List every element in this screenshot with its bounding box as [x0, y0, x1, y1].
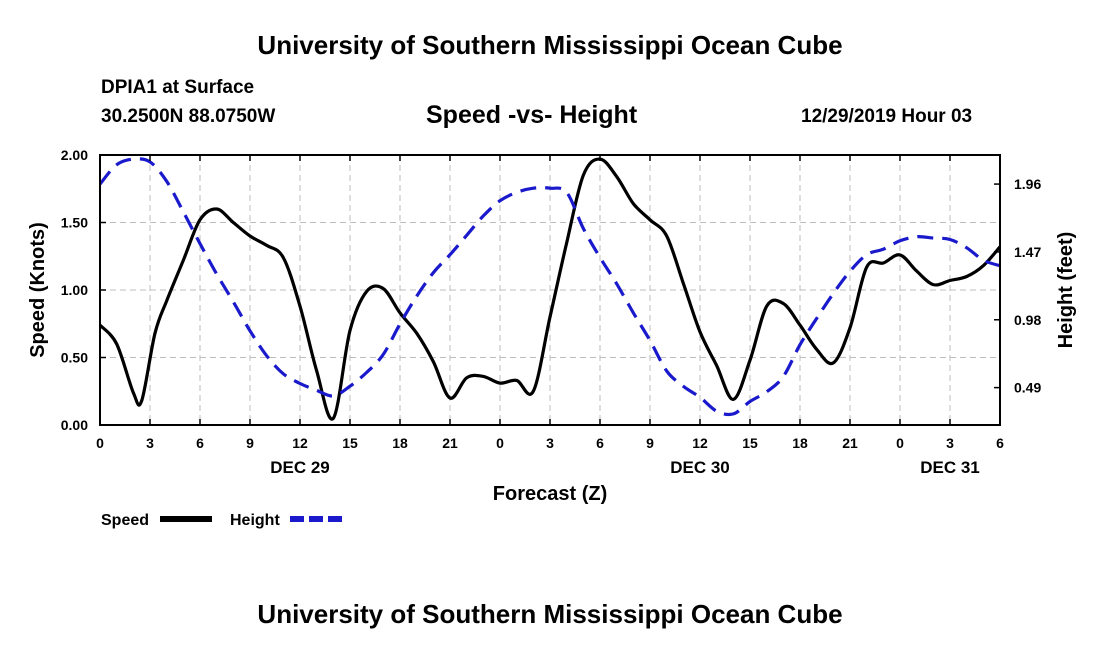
footer-title: University of Southern Mississippi Ocean…: [257, 599, 843, 629]
station-label: DPIA1 at Surface: [101, 77, 255, 98]
x-tick-label: 18: [792, 435, 808, 451]
forecast-run-time: 12/29/2019 Hour 03: [801, 106, 973, 127]
legend: Speed Height: [101, 512, 342, 529]
page-title: University of Southern Mississippi Ocean…: [257, 30, 843, 60]
day-label: DEC 30: [670, 458, 730, 477]
x-tick-label: 3: [146, 435, 154, 451]
y-axis-right-title: Height (feet): [1055, 232, 1077, 349]
y2-tick-label: 1.96: [1014, 176, 1041, 192]
x-tick-label: 6: [196, 435, 204, 451]
legend-label-speed: Speed: [101, 512, 149, 529]
y-tick-label: 0.00: [61, 417, 88, 433]
y-tick-label: 0.50: [61, 350, 88, 366]
x-tick-label: 21: [842, 435, 858, 451]
x-tick-label: 18: [392, 435, 408, 451]
x-tick-label: 12: [692, 435, 708, 451]
y2-tick-label: 0.49: [1014, 380, 1041, 396]
x-tick-label: 9: [646, 435, 654, 451]
chart-title: Speed -vs- Height: [426, 101, 638, 129]
x-tick-label: 15: [342, 435, 358, 451]
x-tick-label: 0: [96, 435, 104, 451]
x-tick-label: 12: [292, 435, 308, 451]
day-label: DEC 29: [270, 458, 330, 477]
station-coordinates: 30.2500N 88.0750W: [101, 106, 276, 127]
legend-label-height: Height: [230, 512, 280, 529]
x-axis-title: Forecast (Z): [493, 483, 607, 505]
x-tick-label: 9: [246, 435, 254, 451]
x-tick-label: 6: [996, 435, 1004, 451]
grid-lines: [99, 155, 1001, 425]
y-tick-label: 2.00: [61, 147, 88, 163]
speed-series-line: [100, 157, 1000, 421]
x-tick-label: 21: [442, 435, 458, 451]
y-tick-label: 1.50: [61, 215, 88, 231]
y2-tick-label: 0.98: [1014, 312, 1041, 328]
day-label: DEC 31: [920, 458, 980, 477]
x-tick-label: 3: [946, 435, 954, 451]
x-tick-label: 0: [896, 435, 904, 451]
series-lines: [100, 157, 1000, 421]
x-tick-label: 3: [546, 435, 554, 451]
x-tick-label: 0: [496, 435, 504, 451]
x-tick-label: 15: [742, 435, 758, 451]
x-tick-label: 6: [596, 435, 604, 451]
y-tick-label: 1.00: [61, 282, 88, 298]
y2-tick-label: 1.47: [1014, 244, 1041, 260]
y-axis-left-title: Speed (Knots): [27, 222, 49, 358]
height-series-line: [100, 157, 1000, 417]
axes: 0 3 6 9 12 15 18 21 0 3 6 9 12 15 18 21 0 3 6 0.00 0.50 1.00 1…: [61, 147, 1042, 477]
